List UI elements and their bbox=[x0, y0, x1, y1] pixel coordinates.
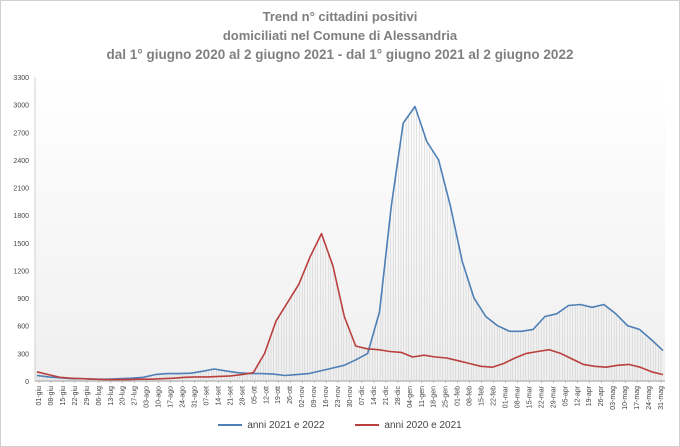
x-tick-label: 08-mar bbox=[514, 385, 521, 408]
x-tick-label: 21-set bbox=[227, 386, 234, 406]
y-tick-label: 3300 bbox=[13, 75, 29, 82]
x-tick-label: 25-gen bbox=[443, 386, 450, 408]
x-tick-label: 04-gen bbox=[407, 386, 414, 408]
x-tick-label: 22-feb bbox=[491, 386, 498, 406]
x-tick-label: 27-lug bbox=[132, 386, 139, 406]
x-tick-label: 07-set bbox=[203, 386, 210, 406]
series-line-2020-2021 bbox=[36, 232, 664, 381]
x-tick-label: 15-feb bbox=[479, 386, 486, 406]
x-tick-label: 22-giu bbox=[72, 386, 79, 406]
x-tick-label: 28-dic bbox=[395, 386, 402, 406]
x-tick-label: 08-feb bbox=[467, 386, 474, 406]
x-tick-label: 05-apr bbox=[562, 385, 569, 406]
legend-label: anni 2020 e 2021 bbox=[384, 419, 462, 431]
y-tick-label: 2400 bbox=[13, 158, 29, 165]
x-tick-label: 03-ago bbox=[144, 386, 151, 408]
y-tick-label: 0 bbox=[25, 379, 29, 386]
x-tick-label: 17-ago bbox=[168, 386, 175, 408]
x-tick-label: 19-ott bbox=[275, 386, 282, 404]
y-tick-label: 1800 bbox=[13, 213, 29, 220]
x-tick-label: 08-giu bbox=[48, 386, 55, 406]
x-tick-label: 10-ago bbox=[156, 386, 163, 408]
legend: anni 2021 e 2022 anni 2020 e 2021 bbox=[0, 418, 680, 431]
x-tick-label: 24-mag bbox=[646, 386, 653, 410]
x-tick-label: 03-mag bbox=[610, 386, 617, 410]
y-tick-label: 3000 bbox=[13, 103, 29, 110]
x-tick-label: 29-giu bbox=[84, 386, 91, 406]
y-tick-label: 2700 bbox=[13, 130, 29, 137]
x-tick-label: 30-nov bbox=[347, 386, 354, 408]
x-tick-label: 26-ott bbox=[287, 386, 294, 404]
x-tick-label: 06-lug bbox=[96, 386, 103, 406]
y-tick-label: 900 bbox=[17, 296, 29, 303]
x-tick-label: 01-giu bbox=[36, 386, 43, 406]
legend-swatch-blue bbox=[218, 424, 243, 426]
x-tick-label: 01-mar bbox=[503, 385, 510, 408]
x-tick-label: 15-giu bbox=[60, 386, 67, 406]
y-tick-label: 600 bbox=[17, 324, 29, 331]
x-tick-label: 29-mar bbox=[550, 385, 557, 408]
y-tick-label: 1500 bbox=[13, 241, 29, 248]
chart-title-line-3: dal 1° giugno 2020 al 2 giugno 2021 - da… bbox=[106, 47, 574, 62]
x-tick-label: 05-ott bbox=[251, 386, 258, 404]
chart-title-line-1: Trend n° cittadini positivi bbox=[262, 9, 418, 24]
series-line-2021-2022 bbox=[36, 105, 664, 380]
legend-swatch-red bbox=[355, 424, 380, 426]
legend-item-2021-2022: anni 2021 e 2022 bbox=[218, 419, 325, 431]
x-tick-label: 31-ago bbox=[192, 386, 199, 408]
x-tick-label: 13-lug bbox=[108, 386, 115, 406]
x-tick-label: 24-ago bbox=[180, 386, 187, 408]
x-tick-label: 20-lug bbox=[120, 386, 127, 406]
x-tick-label: 12-apr bbox=[574, 385, 581, 406]
legend-label: anni 2021 e 2022 bbox=[247, 419, 325, 431]
y-tick-label: 300 bbox=[17, 351, 29, 358]
x-tick-label: 21-dic bbox=[383, 386, 390, 406]
x-tick-label: 02-nov bbox=[299, 386, 306, 408]
y-tick-label: 2100 bbox=[13, 186, 29, 193]
x-tick-label: 19-apr bbox=[586, 385, 593, 406]
x-tick-label: 16-nov bbox=[323, 386, 330, 408]
x-tick-label: 12-ott bbox=[263, 386, 270, 404]
x-tick-label: 28-set bbox=[239, 386, 246, 406]
x-tick-label: 17-mag bbox=[634, 386, 641, 410]
legend-item-2020-2021: anni 2020 e 2021 bbox=[355, 419, 462, 431]
x-tick-label: 15-mar bbox=[526, 385, 533, 408]
x-tick-label: 07-dic bbox=[359, 386, 366, 406]
x-tick-label: 31-mag bbox=[658, 386, 665, 410]
x-tick-label: 11-gen bbox=[419, 386, 426, 407]
x-tick-label: 18-gen bbox=[431, 386, 438, 408]
x-tick-label: 23-nov bbox=[335, 386, 342, 408]
x-tick-label: 26-apr bbox=[598, 385, 605, 406]
x-tick-label: 22-mar bbox=[538, 385, 545, 408]
chart-title-line-2: domiciliati nel Comune di Alessandria bbox=[222, 28, 458, 43]
x-tick-label: 01-feb bbox=[455, 386, 462, 406]
x-tick-label: 14-dic bbox=[371, 386, 378, 406]
plot-area bbox=[35, 77, 665, 381]
x-tick-label: 09-nov bbox=[311, 386, 318, 408]
y-tick-label: 1200 bbox=[13, 268, 29, 275]
x-tick-label: 14-set bbox=[215, 386, 222, 406]
x-tick-label: 10-mag bbox=[622, 386, 629, 410]
